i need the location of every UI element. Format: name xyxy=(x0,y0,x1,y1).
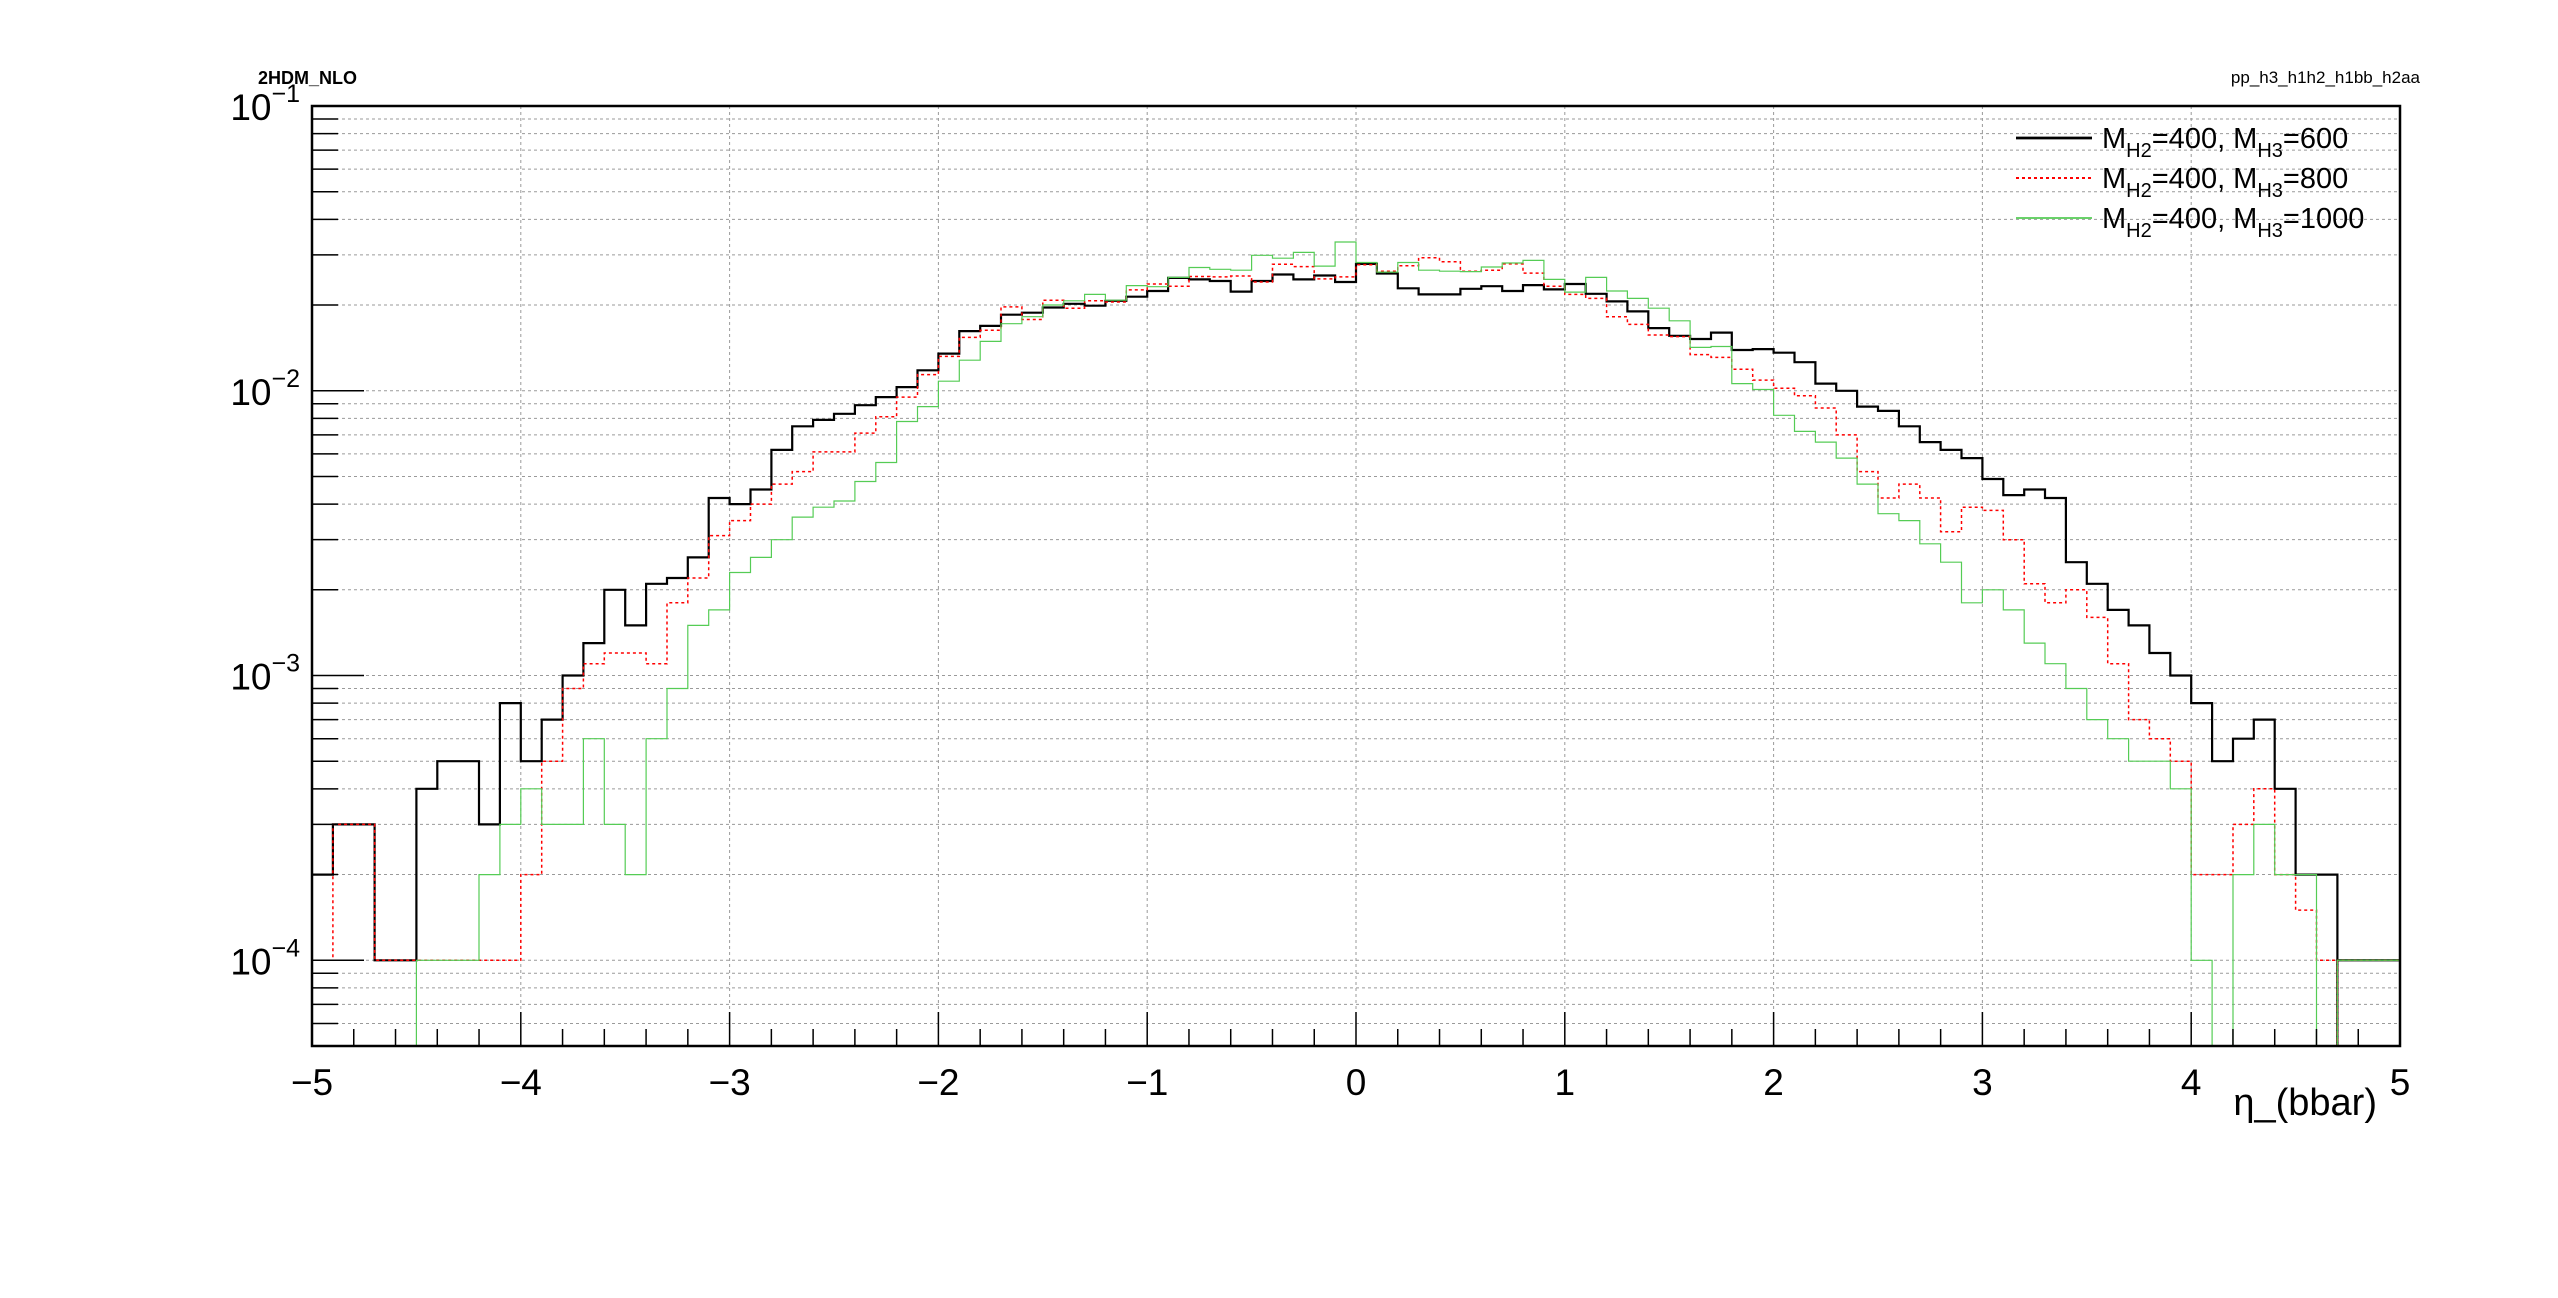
grid-lines xyxy=(312,106,2400,1046)
axis-ticks xyxy=(311,105,2401,1047)
x-tick-label: 4 xyxy=(2181,1062,2202,1103)
x-tick-label: −3 xyxy=(709,1062,751,1103)
x-tick-label: 1 xyxy=(1555,1062,1576,1103)
x-tick-label: 3 xyxy=(1972,1062,1993,1103)
x-tick-label: 0 xyxy=(1346,1062,1367,1103)
x-tick-label: 2 xyxy=(1763,1062,1784,1103)
y-tick-label: 10−1 xyxy=(230,80,300,128)
y-tick-label: 10−2 xyxy=(230,365,300,413)
x-tick-label: 5 xyxy=(2390,1062,2411,1103)
x-tick-label: −1 xyxy=(1126,1062,1168,1103)
plot-top-left-label: 2HDM_NLO xyxy=(258,68,358,88)
legend-label: MH2=400, MH3=600 xyxy=(2102,123,2348,162)
legend-label: MH2=400, MH3=1000 xyxy=(2102,203,2364,242)
series-line-2 xyxy=(312,257,2339,1046)
tick-labels: −5 −4 −3 −2 −1 0 1 2 3 4 5 10−4 10−3 10−2 10−1 xyxy=(230,80,2410,1103)
x-axis-label: η_(bbar) xyxy=(2233,1082,2377,1124)
series-tail-3 xyxy=(2336,959,2400,1046)
series-line-3 xyxy=(312,241,2338,1047)
plot-top-right-label: pp_h3_h1h2_h1bb_h2aa xyxy=(2230,68,2420,87)
series-line-1 xyxy=(312,262,2339,1046)
x-tick-label: −2 xyxy=(917,1062,959,1103)
x-tick-label: −4 xyxy=(500,1062,542,1103)
series-layer xyxy=(312,241,2400,1047)
y-tick-label: 10−4 xyxy=(230,934,300,982)
y-tick-label: 10−3 xyxy=(230,650,300,698)
legend-label: MH2=400, MH3=800 xyxy=(2102,163,2348,202)
x-tick-label: −5 xyxy=(291,1062,333,1103)
